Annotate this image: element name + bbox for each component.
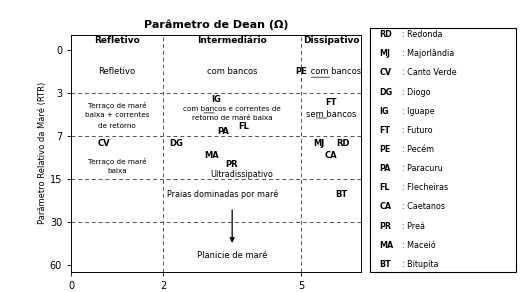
Text: MA: MA [379,241,394,250]
Text: RD: RD [379,30,392,39]
Text: : Flecheiras: : Flecheiras [402,183,448,192]
Text: : Futuro: : Futuro [402,126,432,135]
Text: : Paracuru: : Paracuru [402,164,442,173]
Text: Refletivo: Refletivo [99,67,136,76]
Text: : Redonda: : Redonda [402,30,442,39]
Text: BT: BT [379,260,391,269]
Text: MJ: MJ [313,139,324,148]
Text: Praias dominadas por maré: Praias dominadas por maré [168,190,279,199]
Text: : Preá: : Preá [402,222,425,231]
Text: IG: IG [211,95,221,104]
Text: retorno de maré baixa: retorno de maré baixa [192,115,272,121]
FancyBboxPatch shape [370,28,516,272]
Text: com bancos: com bancos [207,67,257,76]
Text: : Diogo: : Diogo [402,88,430,97]
Text: Dissipativo: Dissipativo [303,36,359,45]
Text: : Bitupíta: : Bitupíta [402,260,438,269]
Text: com bancos e correntes de: com bancos e correntes de [183,107,281,112]
Text: de retorno: de retorno [98,123,136,129]
Text: MA: MA [204,151,219,160]
Text: sem bancos: sem bancos [306,110,356,119]
Text: Terraço de maré: Terraço de maré [88,158,147,165]
Text: DG: DG [169,139,183,148]
Text: PE: PE [379,145,391,154]
Text: FT: FT [325,98,337,107]
Text: : Maceió: : Maceió [402,241,435,250]
Text: Terraço de maré: Terraço de maré [88,102,147,109]
Text: Ultradissipativo: Ultradissipativo [210,170,273,179]
Text: CA: CA [379,202,392,211]
Y-axis label: Parâmetro Relativo da Maré (RTR): Parâmetro Relativo da Maré (RTR) [38,82,47,225]
Text: RD: RD [336,139,349,148]
Text: PE: PE [295,67,307,76]
Text: PR: PR [225,159,238,168]
Text: : Majorlândia: : Majorlândia [402,49,454,58]
Text: FL: FL [379,183,389,192]
Text: : Iguape: : Iguape [402,107,434,116]
Text: : Pecém: : Pecém [402,145,434,154]
Text: CV: CV [98,139,111,148]
Text: IG: IG [379,107,389,116]
Text: Refletivo: Refletivo [94,36,140,45]
Text: baixa + correntes: baixa + correntes [85,112,149,119]
Text: Planicie de maré: Planicie de maré [197,251,267,260]
Text: PA: PA [379,164,391,173]
Text: PA: PA [217,127,229,136]
Text: baixa: baixa [108,168,127,174]
Text: Intermediário: Intermediário [197,36,267,45]
Text: PR: PR [379,222,391,231]
Text: CA: CA [325,151,337,160]
Text: MJ: MJ [379,49,390,58]
Title: Parâmetro de Dean (Ω): Parâmetro de Dean (Ω) [144,20,288,30]
Text: FL: FL [238,122,249,131]
Text: : Canto Verde: : Canto Verde [402,68,456,77]
Text: CV: CV [379,68,392,77]
Text: DG: DG [379,88,392,97]
Text: com bancos: com bancos [308,67,361,76]
Text: BT: BT [336,190,348,199]
Text: FT: FT [379,126,390,135]
Text: : Caetanos: : Caetanos [402,202,445,211]
